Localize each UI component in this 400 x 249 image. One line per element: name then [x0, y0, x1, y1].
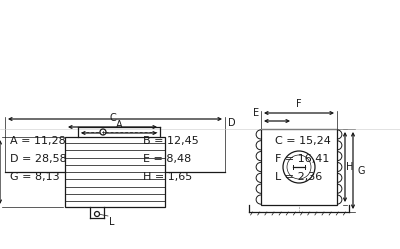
Bar [261, 129, 337, 205]
Circle shape [287, 155, 311, 179]
Text: H = 1,65: H = 1,65 [143, 172, 192, 182]
Text: A = 11,28: A = 11,28 [10, 136, 66, 146]
Text: F = 16,41: F = 16,41 [275, 154, 329, 164]
Text: L = 2,36: L = 2,36 [275, 172, 322, 182]
Text: G: G [357, 166, 364, 176]
Text: A: A [116, 120, 122, 130]
Text: H: H [346, 162, 353, 172]
Text: F: F [296, 99, 302, 109]
Text: C = 15,24: C = 15,24 [275, 136, 331, 146]
Bar [65, 137, 165, 207]
Text: D = 28,58: D = 28,58 [10, 154, 67, 164]
Circle shape [100, 129, 106, 135]
Text: B = 12,45: B = 12,45 [143, 136, 199, 146]
Circle shape [94, 211, 100, 216]
Text: D: D [228, 118, 236, 128]
Circle shape [283, 151, 315, 183]
Text: C: C [109, 113, 116, 123]
Text: L: L [109, 217, 114, 227]
Text: E: E [253, 108, 259, 118]
Text: E = 8,48: E = 8,48 [143, 154, 191, 164]
Text: G = 8,13: G = 8,13 [10, 172, 60, 182]
